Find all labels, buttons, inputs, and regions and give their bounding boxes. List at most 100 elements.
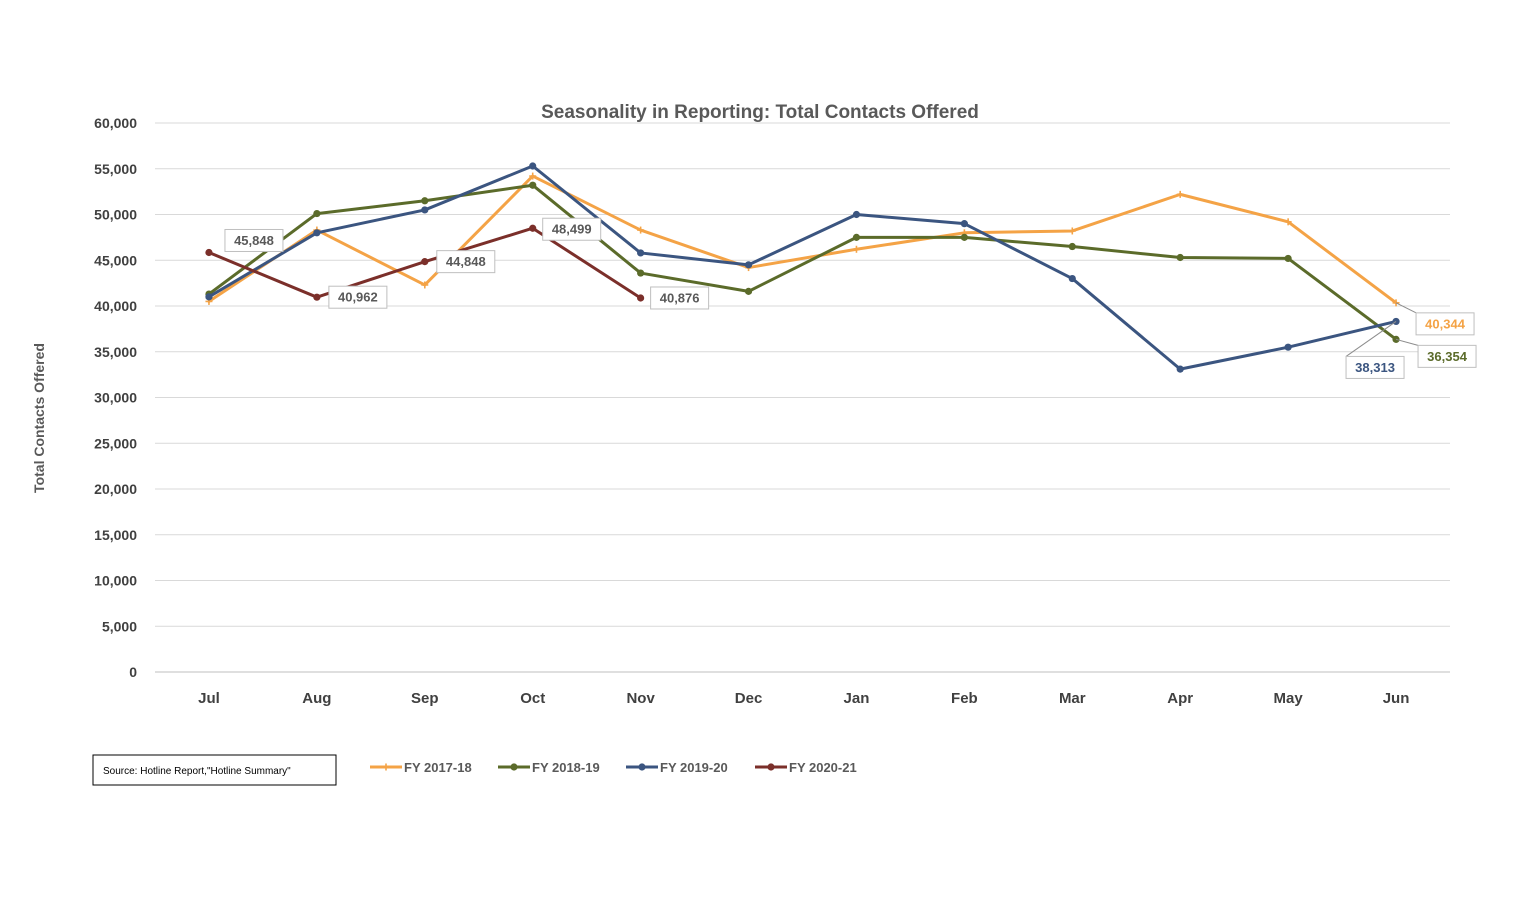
data-point bbox=[529, 172, 537, 180]
data-point bbox=[205, 248, 213, 257]
data-label: 45,848 bbox=[224, 228, 284, 252]
data-point bbox=[852, 245, 860, 253]
data-label-box bbox=[328, 285, 388, 309]
source-note: Source: Hotline Report,"Hotline Summary" bbox=[103, 766, 291, 777]
data-label-text: 40,344 bbox=[1425, 316, 1466, 331]
y-tick-label: 60,000 bbox=[94, 115, 137, 131]
data-point bbox=[1176, 253, 1184, 262]
y-tick-label: 50,000 bbox=[94, 207, 137, 223]
legend-label: FY 2019-20 bbox=[660, 760, 728, 775]
legend-label: FY 2017-18 bbox=[404, 760, 472, 775]
data-label-text: 40,962 bbox=[338, 290, 378, 305]
series-line bbox=[207, 174, 1398, 305]
data-point bbox=[744, 261, 753, 269]
series-2 bbox=[205, 181, 1400, 343]
series-3 bbox=[205, 162, 1400, 373]
data-point bbox=[529, 162, 537, 170]
x-tick-label: Dec bbox=[735, 690, 763, 707]
data-point bbox=[1068, 274, 1076, 283]
data-label-box bbox=[650, 286, 710, 310]
data-label-box bbox=[224, 228, 284, 252]
data-point bbox=[1284, 218, 1292, 226]
data-label: 36,354 bbox=[1395, 338, 1477, 368]
label-leader-line bbox=[1395, 338, 1419, 346]
data-label: 40,962 bbox=[328, 285, 388, 309]
data-point bbox=[960, 233, 968, 241]
grid-layer bbox=[155, 122, 1450, 673]
y-axis-label: Total Contacts Offered bbox=[31, 343, 47, 493]
data-point bbox=[1176, 190, 1184, 198]
data-point bbox=[529, 224, 537, 232]
data-point bbox=[421, 258, 429, 266]
legend-item: FY 2020-21 bbox=[755, 760, 857, 775]
source-note-border bbox=[92, 754, 337, 786]
data-label-text: 45,848 bbox=[234, 233, 274, 248]
y-tick-label: 35,000 bbox=[94, 344, 137, 360]
x-tick-label: Oct bbox=[520, 690, 545, 707]
legend-marker bbox=[638, 763, 646, 771]
x-tick-label: Jun bbox=[1383, 690, 1410, 707]
data-label: 38,313 bbox=[1345, 321, 1405, 379]
data-label-box bbox=[1417, 344, 1477, 368]
data-point bbox=[960, 220, 968, 228]
data-label-box bbox=[1415, 312, 1475, 336]
legend-label: FY 2020-21 bbox=[789, 760, 857, 775]
data-point bbox=[205, 293, 213, 301]
x-tick-label: Aug bbox=[302, 690, 331, 707]
data-label-text: 38,313 bbox=[1355, 360, 1395, 375]
y-tick-label: 25,000 bbox=[94, 435, 137, 451]
data-label-box bbox=[1345, 355, 1405, 379]
label-leader-line bbox=[1345, 321, 1397, 357]
data-point bbox=[1284, 343, 1292, 351]
legend-marker bbox=[382, 763, 390, 771]
data-label: 44,848 bbox=[436, 250, 496, 274]
y-tick-label: 55,000 bbox=[94, 161, 137, 177]
data-point bbox=[421, 206, 429, 214]
data-point bbox=[852, 233, 861, 241]
legend-label: FY 2018-19 bbox=[532, 760, 600, 775]
y-tick-label: 20,000 bbox=[94, 481, 137, 497]
x-tick-label: Feb bbox=[951, 690, 978, 707]
chart-title: Seasonality in Reporting: Total Contacts… bbox=[541, 102, 979, 123]
series-line bbox=[207, 183, 1398, 341]
data-point bbox=[421, 197, 429, 205]
legend-marker bbox=[510, 763, 518, 771]
data-point bbox=[852, 210, 861, 219]
axis-layer: 0 5,000 10,000 15,000 20,000 25,000 30,000 35,0… bbox=[94, 115, 1409, 707]
x-tick-label: Sep bbox=[411, 690, 439, 707]
x-tick-label: Apr bbox=[1167, 690, 1193, 707]
data-label-box bbox=[542, 217, 602, 241]
data-point bbox=[637, 269, 645, 277]
data-label: 48,499 bbox=[542, 217, 602, 241]
legend: FY 2017-18 FY 2018-19 FY 2019-20 FY 2020-21 bbox=[370, 760, 857, 775]
label-leader-line bbox=[1395, 302, 1417, 314]
source-note-box: Source: Hotline Report,"Hotline Summary" bbox=[92, 754, 337, 786]
data-point bbox=[313, 209, 321, 218]
data-label-text: 40,876 bbox=[660, 290, 700, 305]
y-tick-label: 0 bbox=[129, 664, 137, 680]
x-tick-label: May bbox=[1274, 690, 1304, 707]
series-4 bbox=[205, 224, 645, 302]
x-tick-label: Mar bbox=[1059, 690, 1086, 707]
data-label-layer: 40,344 36,354 38,313 45,848 40,962 44,848 48,4… bbox=[224, 217, 1477, 379]
y-tick-label: 45,000 bbox=[94, 252, 137, 268]
data-label: 40,876 bbox=[650, 286, 710, 310]
data-point bbox=[313, 293, 321, 301]
x-tick-label: Nov bbox=[626, 690, 655, 707]
data-point bbox=[744, 287, 753, 295]
legend-item: FY 2018-19 bbox=[498, 760, 600, 775]
x-tick-label: Jul bbox=[198, 690, 220, 707]
data-label-box bbox=[436, 250, 496, 274]
data-point bbox=[637, 294, 645, 302]
data-point bbox=[1068, 242, 1076, 251]
y-tick-label: 10,000 bbox=[94, 573, 137, 589]
legend-marker bbox=[767, 763, 775, 771]
y-tick-label: 40,000 bbox=[94, 298, 137, 314]
data-label-text: 36,354 bbox=[1427, 349, 1468, 364]
legend-item: FY 2017-18 bbox=[370, 760, 472, 775]
data-point bbox=[637, 226, 645, 234]
data-point bbox=[529, 181, 537, 189]
y-tick-label: 30,000 bbox=[94, 390, 137, 406]
